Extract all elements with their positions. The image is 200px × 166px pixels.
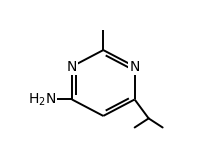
Text: H$_2$N: H$_2$N [28, 91, 56, 108]
Text: N: N [129, 60, 140, 74]
Text: N: N [67, 60, 77, 74]
